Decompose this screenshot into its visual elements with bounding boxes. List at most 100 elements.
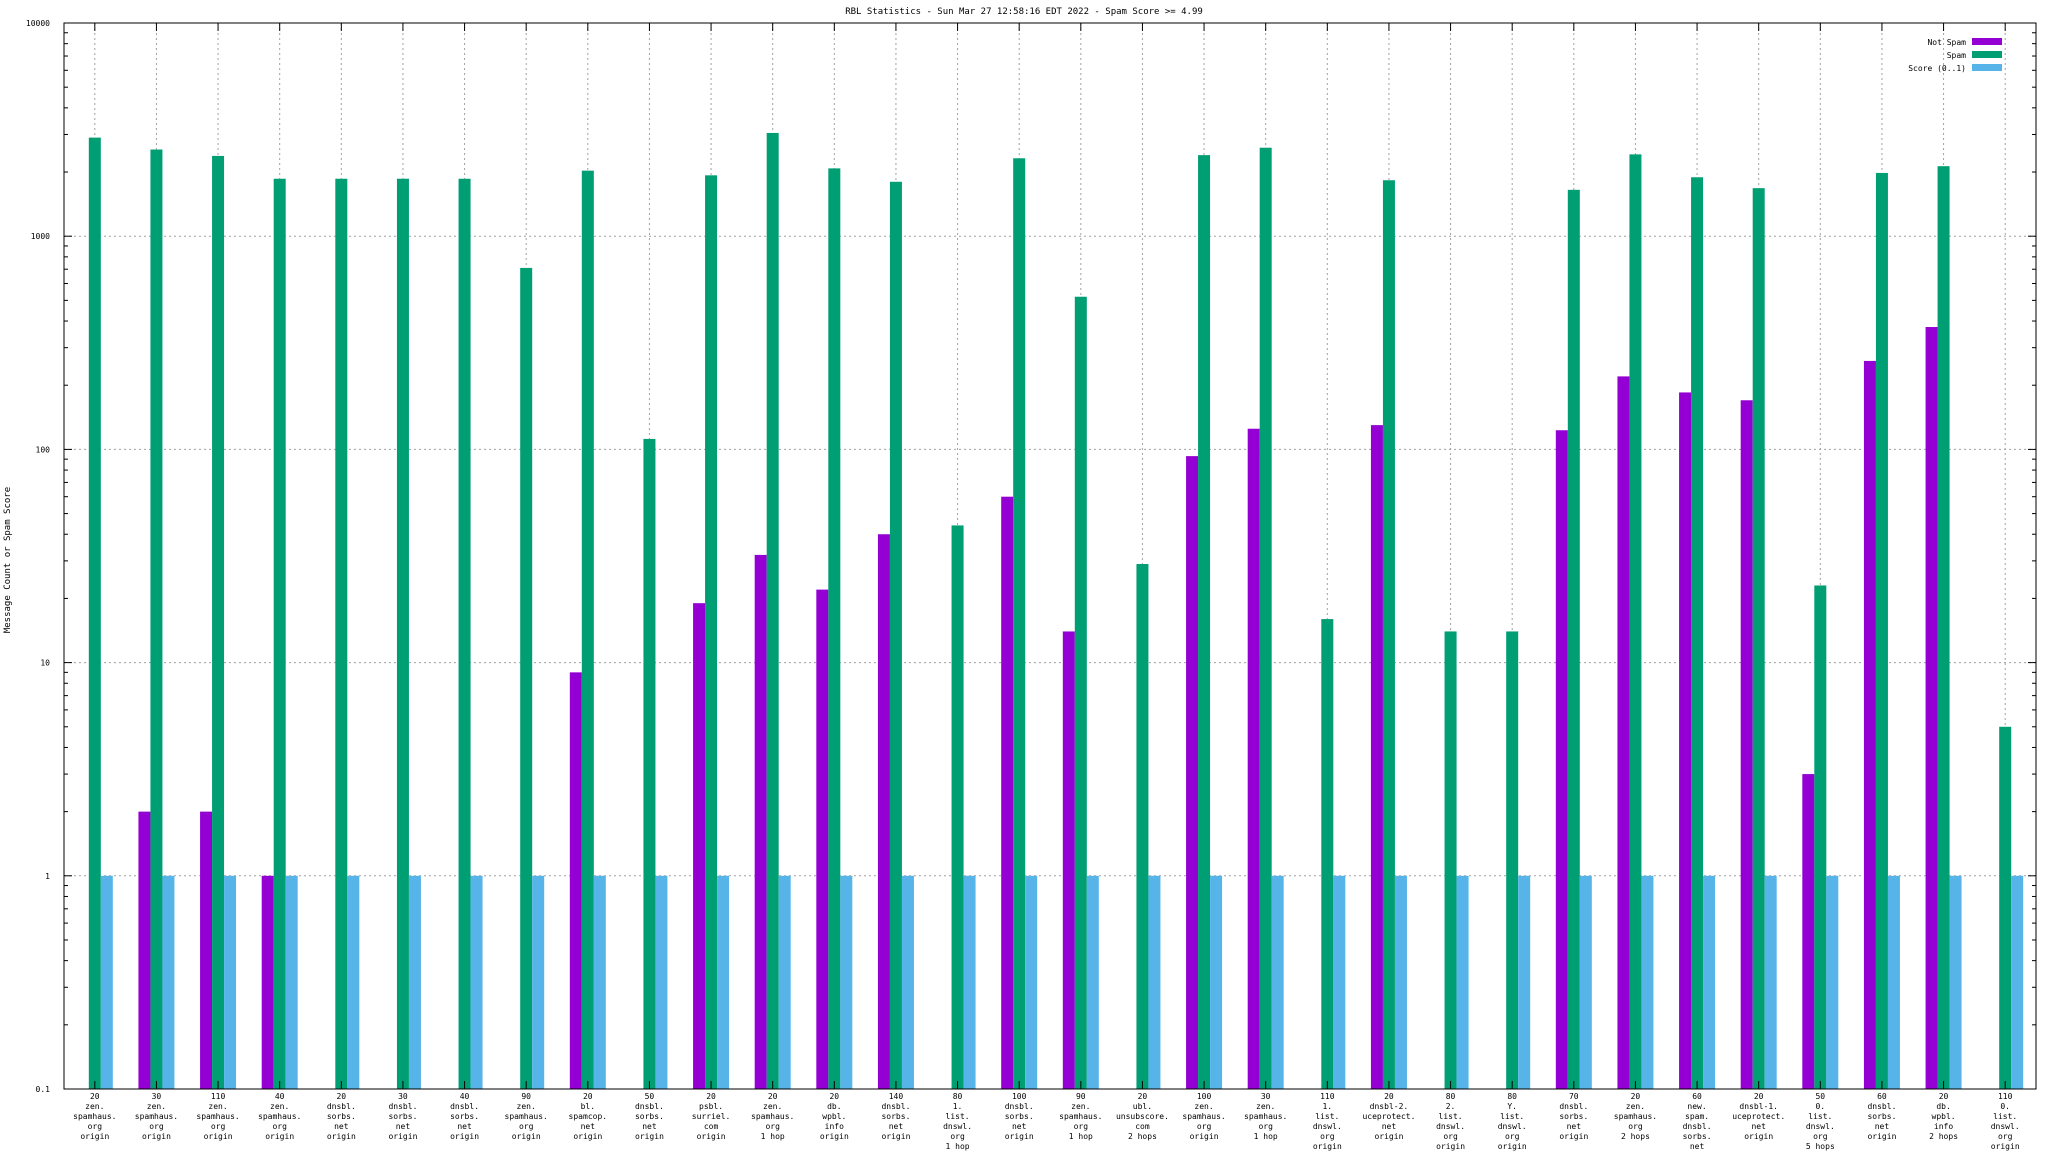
- x-tick-label-line: org: [1998, 1132, 2013, 1141]
- chart-title: RBL Statistics - Sun Mar 27 12:58:16 EDT…: [845, 7, 1203, 17]
- x-tick-label: 20 zen. spamhaus. org origin: [73, 1092, 116, 1141]
- x-tick-label-line: dnsbl.: [1867, 1102, 1896, 1111]
- x-tick-label-line: sorbs.: [635, 1112, 664, 1121]
- x-tick-label-line: zen.: [1194, 1102, 1213, 1111]
- x-tick-label: 20 zen. spamhaus. org 2 hops: [1614, 1092, 1657, 1141]
- x-tick-label-line: org: [211, 1122, 226, 1131]
- bar-spam: [1567, 189, 1580, 1090]
- x-tick-label-line: spamhaus.: [1059, 1112, 1102, 1121]
- bar-spam: [766, 132, 779, 1090]
- x-tick-label-line: sorbs.: [1683, 1132, 1712, 1141]
- bar-spam: [88, 137, 101, 1089]
- x-tick-label-line: org: [149, 1122, 164, 1131]
- x-tick-label-line: net: [457, 1122, 472, 1131]
- x-tick-label-line: dnswl.: [1313, 1122, 1342, 1131]
- x-tick-label-line: origin: [1744, 1132, 1773, 1141]
- bar-not-spam: [138, 811, 151, 1089]
- x-tick-label-line: spamhaus.: [135, 1112, 178, 1121]
- x-tick-label-line: net: [889, 1122, 904, 1131]
- bars: [88, 132, 2024, 1090]
- x-tick-label-line: origin: [388, 1132, 417, 1141]
- bar-spam: [335, 178, 348, 1089]
- x-tick-label-line: db.: [827, 1102, 841, 1111]
- x-tick-label-line: org: [88, 1122, 103, 1131]
- x-tick-label-line: 1.: [1322, 1102, 1332, 1111]
- bar-score-0-1: [901, 875, 914, 1089]
- bar-score-0-1: [1333, 875, 1346, 1089]
- bar-not-spam: [1740, 400, 1753, 1089]
- x-tick-label-line: dnsbl.: [327, 1102, 356, 1111]
- bar-spam: [1198, 155, 1211, 1089]
- x-tick-label-line: origin: [1559, 1132, 1588, 1141]
- bar-spam: [1013, 158, 1026, 1089]
- x-tick-label: 20 psbl. surriel. com origin: [692, 1092, 731, 1141]
- x-tick-label: 110 zen. spamhaus. org origin: [196, 1092, 239, 1141]
- legend: Not Spam Spam Score (0..1): [1908, 38, 2002, 73]
- x-tick-label-line: new.: [1687, 1102, 1706, 1111]
- x-tick-label: 50 0. list. dnswl. org 5 hops: [1806, 1092, 1835, 1151]
- x-tick-label-line: net: [1012, 1122, 1027, 1131]
- x-tick-label-line: origin: [142, 1132, 171, 1141]
- x-tick-label-line: info: [1934, 1122, 1953, 1131]
- x-tick-label-line: spamhaus.: [505, 1112, 548, 1121]
- x-tick-label-line: dnswl.: [1436, 1122, 1465, 1131]
- bar-score-0-1: [1210, 875, 1223, 1089]
- x-tick-label-line: spamhaus.: [751, 1112, 794, 1121]
- y-tick-label: 1000: [31, 232, 50, 241]
- legend-label: Not Spam: [1927, 38, 1966, 47]
- bar-score-0-1: [2011, 875, 2024, 1089]
- x-tick-label-line: 30: [1261, 1092, 1271, 1101]
- x-tick-label-line: ubl.: [1133, 1102, 1152, 1111]
- axis-ticks: 0.1 1 10 100 1000 10000: [26, 19, 2036, 1094]
- x-tick-label-line: net: [1875, 1122, 1890, 1131]
- x-tick-label: 80 1. list. dnswl. org 1 hop: [943, 1092, 972, 1151]
- x-tick-label-line: org: [1320, 1132, 1335, 1141]
- x-tick-label-line: 1 hop: [1254, 1132, 1278, 1141]
- x-tick-label-line: zen.: [147, 1102, 166, 1111]
- x-tick-label-line: org: [519, 1122, 534, 1131]
- x-tick-label-line: com: [1135, 1122, 1150, 1131]
- x-tick-label: 20 ubl. unsubscore. com 2 hops: [1116, 1092, 1169, 1141]
- x-tick-label-line: 1.: [953, 1102, 963, 1111]
- x-tick-label-line: origin: [327, 1132, 356, 1141]
- bar-score-0-1: [1826, 875, 1839, 1089]
- x-tick-label-line: origin: [1313, 1142, 1342, 1151]
- x-tick-label: 90 zen. spamhaus. org origin: [505, 1092, 548, 1141]
- x-tick-label-line: psbl.: [699, 1102, 723, 1111]
- bar-score-0-1: [285, 875, 298, 1089]
- x-tick-label-line: origin: [1498, 1142, 1527, 1151]
- x-tick-label-line: info: [825, 1122, 844, 1131]
- bar-not-spam: [1555, 430, 1568, 1089]
- x-tick-label: 110 1. list. dnswl. org origin: [1313, 1092, 1342, 1151]
- x-tick-label-line: zen.: [270, 1102, 289, 1111]
- legend-swatch: [1972, 51, 2002, 58]
- bar-not-spam: [1802, 774, 1815, 1089]
- bar-score-0-1: [162, 875, 175, 1089]
- x-tick-label: 50 dnsbl. sorbs. net origin: [635, 1092, 664, 1141]
- bar-score-0-1: [224, 875, 237, 1089]
- x-tick-label-line: 80: [1446, 1092, 1456, 1101]
- bar-score-0-1: [1887, 875, 1900, 1089]
- x-tick-label-line: 60: [1877, 1092, 1887, 1101]
- bar-spam: [458, 178, 471, 1089]
- x-tick-label-line: com: [704, 1122, 719, 1131]
- x-tick-label-line: sorbs.: [327, 1112, 356, 1121]
- x-tick-label: 40 zen. spamhaus. org origin: [258, 1092, 301, 1141]
- bar-not-spam: [1863, 360, 1876, 1089]
- bar-score-0-1: [1641, 875, 1654, 1089]
- x-tick-label-line: dnswl.: [1498, 1122, 1527, 1131]
- legend-swatch: [1972, 38, 2002, 45]
- x-tick-label-line: sorbs.: [450, 1112, 479, 1121]
- x-tick-label-line: spamcop.: [569, 1112, 608, 1121]
- bar-not-spam: [1617, 376, 1630, 1089]
- legend-label: Spam: [1947, 51, 1966, 60]
- x-tick-label-line: 2 hops: [1128, 1132, 1157, 1141]
- x-tick-label-line: 100: [1197, 1092, 1212, 1101]
- y-tick-label: 10000: [26, 19, 50, 28]
- x-tick-label-line: origin: [80, 1132, 109, 1141]
- bar-not-spam: [200, 811, 213, 1089]
- x-tick-label-line: origin: [1867, 1132, 1896, 1141]
- x-tick-label-line: 90: [1076, 1092, 1086, 1101]
- bar-spam: [1321, 619, 1334, 1089]
- x-tick-label-line: 1 hop: [761, 1132, 785, 1141]
